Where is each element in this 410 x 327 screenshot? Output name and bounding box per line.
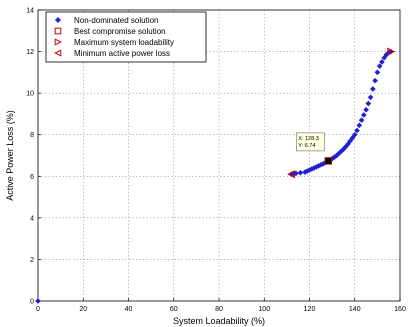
y-tick-label: 2: [30, 257, 34, 264]
legend-marker: [54, 38, 62, 46]
highlight-marker: [324, 157, 332, 165]
data-point: [372, 77, 378, 84]
data-point: [358, 117, 365, 124]
x-tick-label: 20: [79, 306, 87, 313]
highlight-marker: [387, 47, 396, 56]
y-axis-ticks: 0 2 4 6 8 10 12 14: [26, 8, 41, 306]
datatip: X: 128.3Y: 6.74: [295, 132, 332, 164]
y-tick-label: 14: [26, 8, 34, 15]
data-point: [376, 63, 383, 70]
y-tick-label: 10: [26, 91, 34, 98]
highlight-marker: [287, 170, 296, 179]
legend-box: [45, 11, 207, 63]
data-point: [351, 131, 358, 138]
legend-marker: [54, 27, 62, 35]
data-point: [297, 169, 304, 176]
data-point: [369, 86, 376, 92]
grid-lines: [38, 10, 400, 301]
legend-marker: [54, 49, 62, 57]
data-point: [356, 122, 363, 129]
legend-label: Best compromise solution: [74, 27, 166, 36]
y-tick-label: 4: [30, 215, 34, 222]
legend-marker: [54, 16, 62, 24]
data-point: [367, 94, 374, 101]
data-point: [360, 112, 367, 118]
y-axis-label: Active Power Loss (%): [5, 110, 15, 201]
x-tick-label: 80: [215, 306, 223, 313]
legend: Non-dominated solution Best compromise so…: [45, 11, 207, 63]
x-axis-ticks: 0 20 40 60 80 100 120 140 160: [36, 298, 406, 313]
legend-label: Maximum system loadability: [74, 38, 174, 47]
x-tick-label: 100: [258, 306, 270, 313]
data-points: [35, 47, 396, 304]
datatip-anchor: [325, 157, 332, 164]
data-point: [365, 100, 372, 107]
data-point: [374, 69, 381, 76]
datatip-box: [295, 132, 325, 152]
datatip-text: Y: 6.74: [298, 143, 315, 149]
x-tick-label: 40: [125, 306, 133, 313]
legend-label: Minimum active power loss: [74, 49, 170, 58]
x-tick-label: 140: [349, 306, 361, 313]
datatip-text: X: 128.3: [298, 136, 319, 142]
legend-label: Non-dominated solution: [74, 16, 159, 25]
x-tick-label: 60: [170, 306, 178, 313]
x-tick-label: 160: [394, 306, 406, 313]
y-tick-label: 0: [30, 299, 34, 306]
x-axis-label: System Loadability (%): [173, 316, 265, 326]
data-point: [35, 298, 41, 304]
data-point: [363, 106, 369, 113]
y-tick-label: 8: [30, 132, 34, 139]
y-tick-label: 6: [30, 174, 34, 181]
data-point: [354, 127, 360, 134]
y-tick-label: 12: [26, 49, 34, 56]
x-tick-label: 0: [36, 306, 40, 313]
x-tick-label: 120: [304, 306, 316, 313]
data-point: [379, 59, 385, 65]
